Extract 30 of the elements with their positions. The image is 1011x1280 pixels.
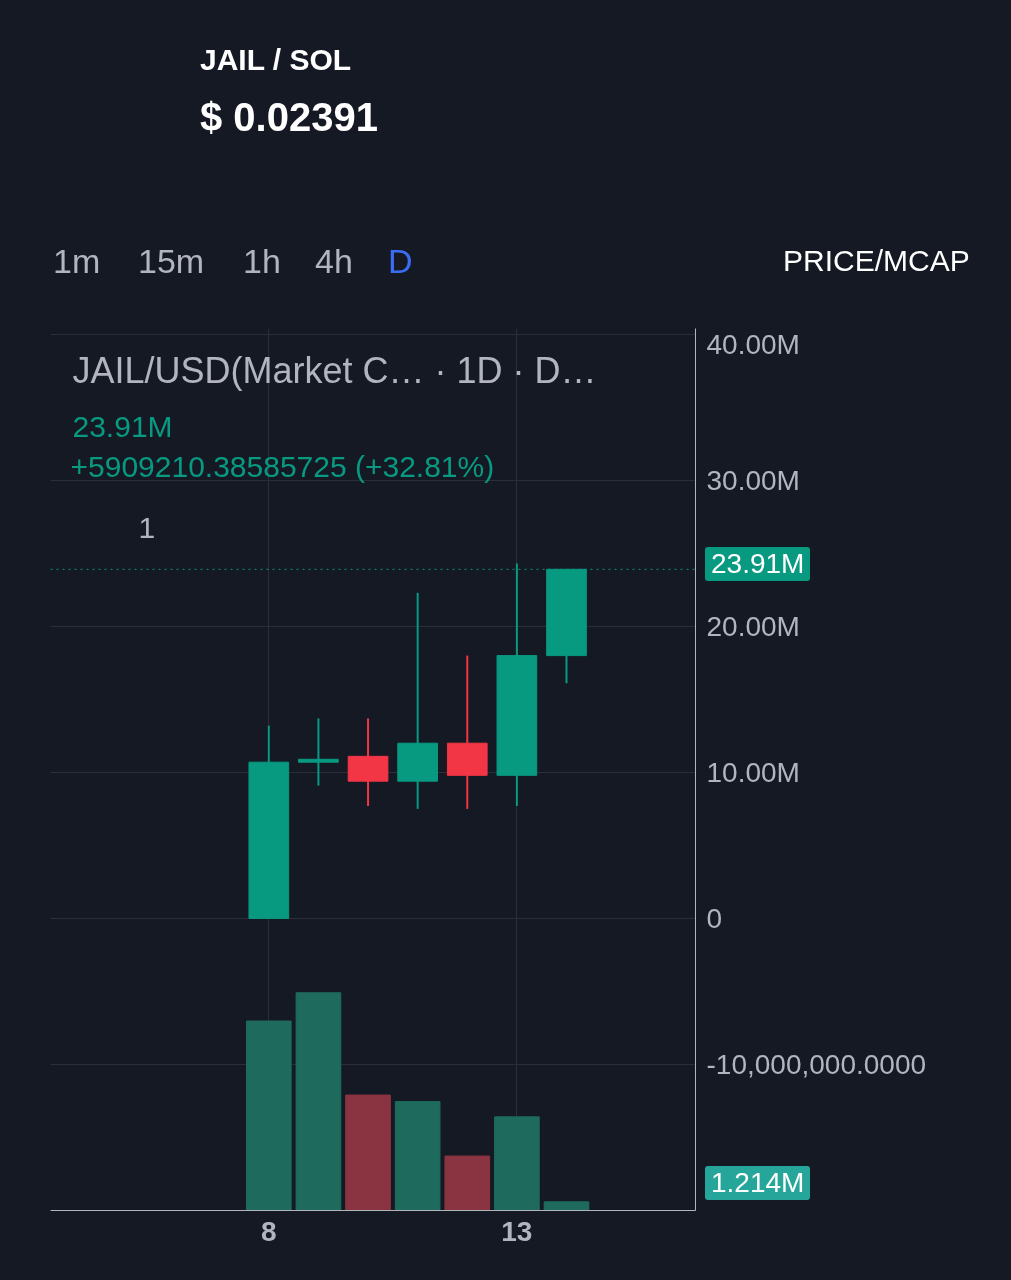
text: JAIL/USD(Market C… · 1D · D… <box>72 350 597 391</box>
y-tick-label: 40.00M <box>706 328 800 360</box>
text: 1m <box>53 241 101 282</box>
y-tick-label: 0 <box>706 902 723 934</box>
text: D <box>388 241 413 282</box>
bar <box>345 1094 391 1211</box>
bar <box>245 1020 292 1211</box>
text: 15m <box>138 241 205 282</box>
y-tick-label: 20.00M <box>706 610 800 642</box>
text: 4h <box>315 241 353 282</box>
bar <box>295 992 342 1211</box>
text: 23.91M <box>72 410 173 443</box>
bar <box>494 1116 540 1211</box>
bar <box>444 1155 491 1211</box>
y-tick-label: -10,000,000.0000 <box>706 1048 927 1080</box>
annotation: 1 <box>138 510 156 544</box>
ref-line-label: 23.91M <box>705 547 811 581</box>
bar <box>394 1101 441 1211</box>
text: PRICE/MCAP <box>783 243 970 279</box>
x-tick-label: 8 <box>261 1215 277 1247</box>
text: 1.214M <box>705 1166 811 1200</box>
text: 1h <box>243 241 281 282</box>
text: $ 0.02391 <box>200 94 378 141</box>
candlestick <box>298 717 339 787</box>
x-tick-label: 13 <box>501 1215 533 1247</box>
annotation: +5909210.38585725 (+32.81%) <box>70 450 495 483</box>
bar <box>543 1201 590 1211</box>
text: JAIL / SOL <box>200 42 352 78</box>
y-tick-label: 10.00M <box>706 756 800 788</box>
y-tick-label: 30.00M <box>706 464 800 496</box>
